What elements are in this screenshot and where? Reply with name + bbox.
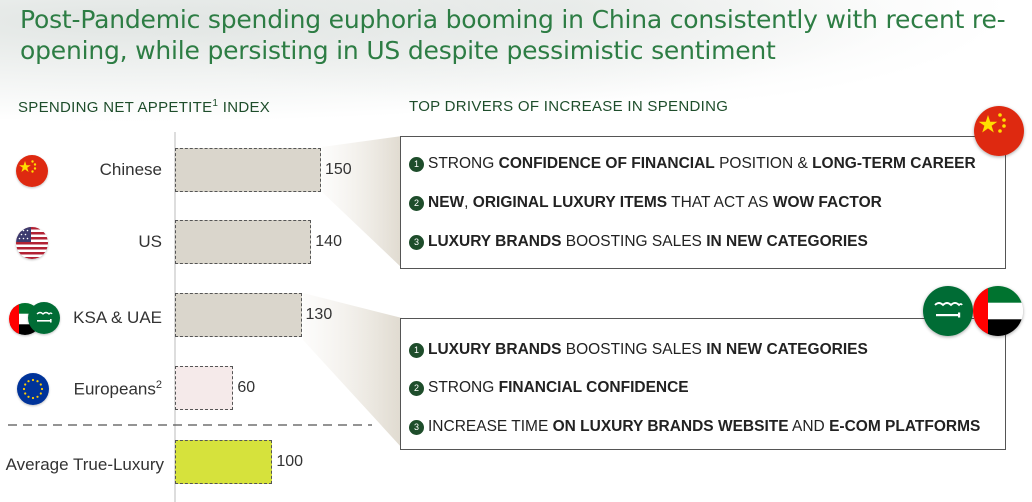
driver-number-badge: 2 [409, 195, 424, 211]
driver-text-segment: POSITION & [714, 155, 813, 172]
driver-text-segment: THAT ACT AS [667, 194, 773, 211]
value-label-europeans: 60 [237, 379, 256, 396]
europeans-footnote: 2 [155, 379, 162, 391]
category-label-ksa-uae: KSA & UAE [73, 308, 162, 327]
left-section-header: SPENDING NET APPETITE1 INDEX [18, 98, 270, 116]
right-section-header: TOP DRIVERS OF INCREASE IN SPENDING [409, 98, 729, 115]
uae-big-flag-icon [973, 286, 1023, 336]
value-label-chinese: 150 [325, 161, 352, 178]
driver-text-segment: STRONG [428, 379, 499, 396]
ksa-uae-drivers-panel: 1 LUXURY BRANDS BOOSTING SALES IN NEW CA… [400, 318, 1006, 450]
value-label-us: 140 [315, 233, 342, 250]
driver-text: STRONG FINANCIAL CONFIDENCE [428, 379, 689, 397]
driver-text-segment: BOOSTING SALES [561, 233, 707, 250]
bar-us [175, 220, 312, 264]
driver-number-badge: 1 [409, 342, 424, 358]
driver-text-segment: , [464, 194, 473, 211]
driver-number-badge: 1 [409, 156, 424, 172]
driver-text-segment: LUXURY BRANDS [428, 233, 562, 250]
driver-text: LUXURY BRANDS BOOSTING SALES IN NEW CATE… [428, 233, 868, 251]
driver-text-segment: ORIGINAL LUXURY ITEMS [472, 194, 668, 211]
china-flag-icon [16, 155, 48, 187]
category-label-average: Average True-Luxury [5, 455, 164, 474]
us-flag-icon [16, 227, 48, 259]
bar-chinese [175, 148, 321, 192]
driver-text: STRONG CONFIDENCE OF FINANCIAL POSITION … [428, 155, 976, 173]
driver-number-badge: 3 [409, 234, 424, 250]
driver-text-segment: INCREASE TIME [428, 418, 553, 435]
driver-text-segment: IN NEW CATEGORIES [706, 233, 868, 250]
category-label-europeans: Europeans2 [74, 379, 162, 400]
driver-text-segment: AND [788, 418, 830, 435]
category-label-us: US [138, 232, 162, 251]
driver-text-segment: FINANCIAL CONFIDENCE [498, 379, 689, 396]
driver-text-segment: LONG-TERM CAREER [812, 155, 976, 172]
china-big-flag-icon [974, 106, 1024, 156]
ksa-uae-driver-1: 1 LUXURY BRANDS BOOSTING SALES IN NEW CA… [409, 341, 868, 359]
left-header-suffix: INDEX [218, 99, 271, 116]
china-driver-2: 2 NEW, ORIGINAL LUXURY ITEMS THAT ACT AS… [409, 194, 882, 212]
bar-europeans [175, 366, 234, 410]
driver-number-badge: 3 [409, 419, 424, 435]
driver-number-badge: 2 [409, 380, 424, 396]
driver-text-segment: WOW FACTOR [772, 194, 882, 211]
driver-text: INCREASE TIME ON LUXURY BRANDS WEBSITE A… [428, 418, 980, 436]
ksa-uae-driver-2: 2 STRONG FINANCIAL CONFIDENCE [409, 379, 689, 397]
driver-text-segment: IN NEW CATEGORIES [706, 341, 868, 358]
value-label-ksa-uae: 130 [305, 306, 333, 323]
driver-text-segment: NEW [428, 194, 465, 211]
left-header-text: SPENDING NET APPETITE [18, 99, 213, 116]
driver-text-segment: E-COM PLATFORMS [829, 418, 981, 435]
eu-flag-icon [17, 373, 49, 405]
driver-text-segment: BOOSTING SALES [561, 341, 707, 358]
ksa-uae-driver-3: 3 INCREASE TIME ON LUXURY BRANDS WEBSITE… [409, 418, 980, 436]
value-label-average: 100 [276, 453, 304, 470]
driver-text-segment: CONFIDENCE OF FINANCIAL [498, 155, 715, 172]
left-header-footnote: 1 [212, 98, 219, 109]
category-label-europeans-text: Europeans [73, 379, 156, 399]
saudi-flag-icon [28, 302, 60, 334]
china-drivers-panel: 1 STRONG CONFIDENCE OF FINANCIAL POSITIO… [400, 136, 1006, 269]
page-title: Post-Pandemic spending euphoria booming … [20, 5, 1006, 65]
bar-ksa-uae [175, 293, 302, 337]
driver-text-segment: ON LUXURY BRANDS WEBSITE [552, 418, 789, 435]
china-driver-3: 3 LUXURY BRANDS BOOSTING SALES IN NEW CA… [409, 233, 868, 251]
china-driver-1: 1 STRONG CONFIDENCE OF FINANCIAL POSITIO… [409, 155, 976, 173]
saudi-big-flag-icon [923, 286, 973, 336]
driver-text-segment: LUXURY BRANDS [428, 341, 562, 358]
category-label-chinese: Chinese [99, 160, 162, 179]
header-background [0, 0, 1032, 140]
bar-average [175, 440, 273, 484]
driver-text: NEW, ORIGINAL LUXURY ITEMS THAT ACT AS W… [428, 194, 882, 212]
driver-text: LUXURY BRANDS BOOSTING SALES IN NEW CATE… [428, 341, 868, 359]
driver-text-segment: STRONG [428, 155, 499, 172]
